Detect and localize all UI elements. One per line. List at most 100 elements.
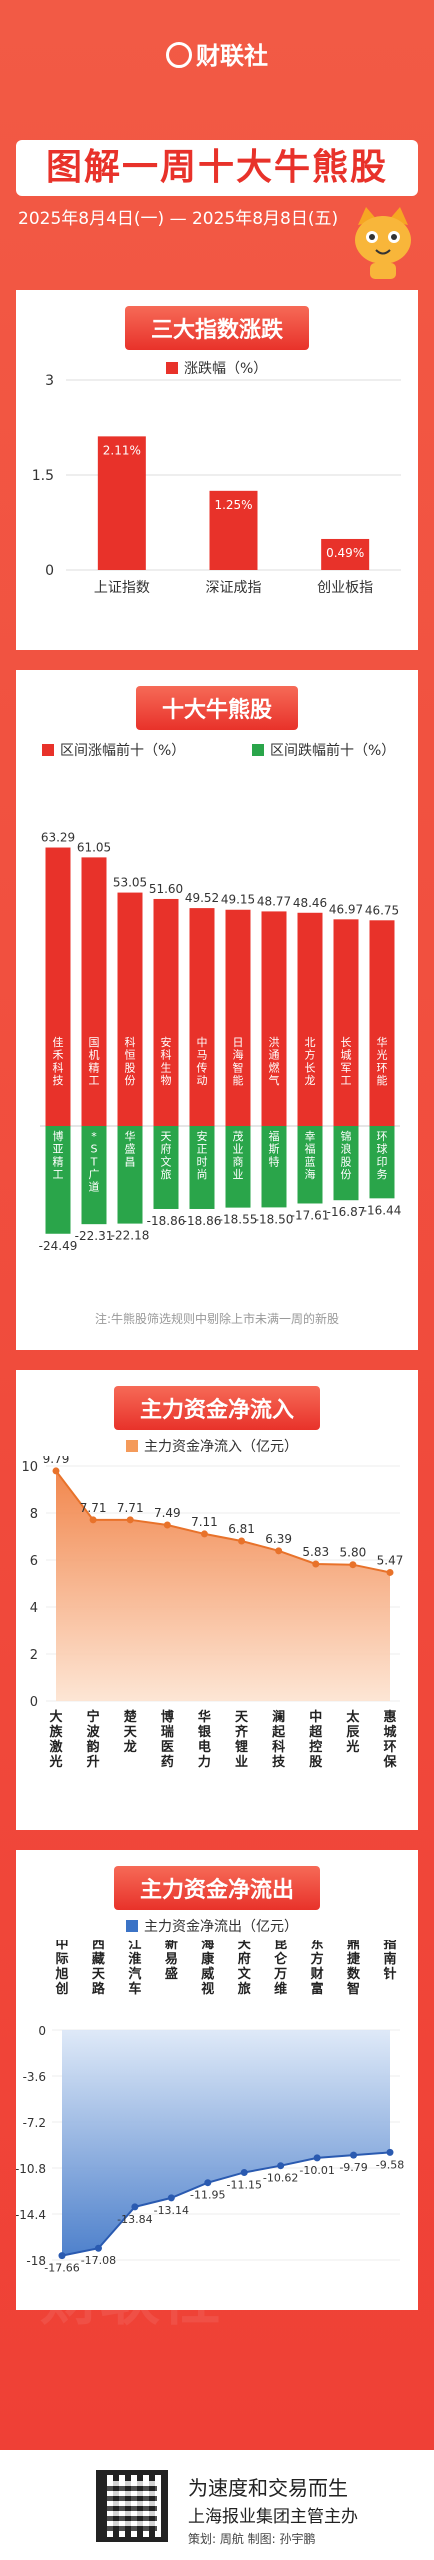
inflow-stock-label: 中超控股 [309,1709,323,1770]
inflow-value-label: 5.80 [340,1546,367,1560]
outflow-point [131,2203,139,2211]
gain-stock-label: 长城军工 [341,1036,352,1087]
outflow-value-label: -10.01 [299,2164,334,2177]
outflow-point [277,2162,285,2170]
inflow-stock-label: 博瑞医药 [161,1709,174,1770]
inflow-point [312,1560,320,1568]
inflow-point [200,1530,208,1538]
loss-stock-label: * S T 广道 [89,1130,100,1194]
outflow-line [61,2151,391,2257]
loss-stock-label: 博亚精工 [53,1130,64,1181]
inflow-stock-label: 大族激光 [48,1709,63,1770]
loss-value-label: -18.55 [219,1213,258,1227]
inflow-value-label: 5.83 [302,1545,329,1559]
legend-swatch [126,1920,138,1932]
gain-bar [81,857,107,1126]
inflow-stock-label: 楚天龙 [124,1709,138,1755]
loss-bar [81,1126,107,1225]
outflow-stock-label: 天府文旅 [238,1940,252,1997]
outflow-stock-label: 东方财富 [311,1940,324,1997]
inflow-point [349,1561,357,1569]
loss-bar [153,1126,179,1209]
inflow-stock-label: 太辰光 [345,1709,360,1755]
outflow-point [350,2151,358,2159]
loss-value-label: -18.86 [183,1214,222,1228]
legend-label: 主力资金净流出（亿元） [144,1919,298,1935]
outflow-panel: 主力资金净流出 主力资金净流出（亿元） -18 -14.4 -10.8 -7.2 -3.… [16,1850,418,2310]
legend-swatch [166,362,178,374]
inflow-point [386,1568,394,1576]
inflow-value-label: 6.39 [265,1532,292,1546]
footnote: 注:牛熊股筛选规则中剔除上市未满一周的新股 [94,1312,340,1326]
gain-bar [117,892,143,1126]
outflow-stock-label: 海康威视 [201,1940,215,1997]
outflow-point [204,2179,212,2187]
gain-bar [261,911,287,1126]
inflow-point [275,1547,283,1555]
loss-bar [225,1126,251,1208]
gain-value-label: 61.05 [77,840,111,854]
footer: 为速度和交易而生 上海报业集团主管主办 策划: 周航 制图: 孙宇鹏 [0,2450,434,2560]
inflow-value-label: 7.71 [117,1501,144,1515]
inflow-value-label: 7.71 [80,1501,107,1515]
footer-credit: 策划: 周航 制图: 孙宇鹏 [188,2532,316,2546]
legend-swatch [252,744,264,756]
inflow-stock-label: 天齐锂业 [235,1710,249,1770]
outflow-chart: -18 -14.4 -10.8 -7.2 -3.6 0 -17.66 中际旭创 -17.08 西藏… [16,1940,404,2275]
inflow-stock-label: 澜起科技 [271,1709,286,1770]
gain-bar [369,920,395,1126]
y-tick-label: -7.2 [23,2116,46,2130]
cat-mascot-icon [355,207,411,279]
outflow-value-label: -9.79 [339,2161,367,2174]
outflow-value-label: -17.66 [44,2262,79,2275]
loss-stock-label: 天府文旅 [161,1130,172,1181]
inflow-stock-label: 宁波韵升 [87,1709,101,1770]
section-title-inflow: 主力资金净流入 [113,1386,321,1430]
outflow-stock-label: 昆仑万维 [273,1940,288,1997]
gain-value-label: 51.60 [149,882,183,896]
outflow-point [386,2148,394,2156]
gain-value-label: 53.05 [113,876,147,890]
outflow-value-label: -11.95 [190,2189,225,2202]
loss-value-label: -22.18 [111,1229,150,1243]
inflow-point [126,1516,134,1524]
y-tick-label: 1.5 [32,468,54,484]
inflow-point [238,1537,246,1545]
gain-value-label: 46.75 [365,903,399,917]
gain-bar [225,909,251,1126]
gain-bar [333,919,359,1126]
outflow-stock-label: 鼎捷数智 [347,1940,361,1997]
inflow-chart: 0 2 4 6 8 10 9.79 大族激光 7.71 宁波韵升 7.71 楚天龙 7.49 博瑞医药 7.… [21,1456,403,1770]
inflow-value-label: 6.81 [228,1522,255,1536]
outflow-stock-label: 新易盛 [165,1940,178,1982]
outflow-area [62,2030,390,2256]
loss-bar [117,1126,143,1224]
gain-bar [297,912,323,1126]
page-title: 图解一周十大牛熊股 [45,147,388,188]
gain-stock-label: 中马传动 [197,1036,208,1087]
y-tick-label: 6 [30,1554,38,1569]
y-tick-label: 4 [30,1601,38,1616]
x-tick-label: 深证成指 [206,580,262,596]
inflow-line [55,1470,391,1574]
bullbear-panel: 十大牛熊股 区间涨幅前十（%） 区间跌幅前十（%） 63.29 佳禾科技 博亚精工 -… [16,670,418,1350]
y-tick-label: 0 [38,2024,46,2038]
brand-logo: 财联社 [0,36,434,71]
legend-swatch [126,1440,138,1452]
brand-icon [166,42,192,68]
page-title-box: 图解一周十大牛熊股 [16,140,418,196]
gain-bar [45,847,71,1126]
index-chart: 0 1.5 3 2.11% 上证指数 1.25% 深证成指 0.49% 创业板指 [32,373,401,596]
y-tick-label: 0 [45,563,54,579]
y-tick-label: 10 [21,1460,38,1475]
loss-value-label: -18.86 [147,1214,186,1228]
index-panel: 三大指数涨跌 涨跌幅（%） 0 1.5 3 2.11% 上证指数 1.25% 深证成指 0.4… [16,290,418,650]
gain-stock-label: 日海智能 [233,1036,244,1087]
loss-bar [297,1126,323,1204]
inflow-legend: 主力资金净流入（亿元） [126,1436,298,1456]
gain-stock-label: 国机精工 [89,1036,100,1087]
y-tick-label: 8 [30,1507,38,1522]
outflow-stock-label: 西藏天路 [92,1940,106,1997]
gain-value-label: 46.97 [329,902,363,916]
